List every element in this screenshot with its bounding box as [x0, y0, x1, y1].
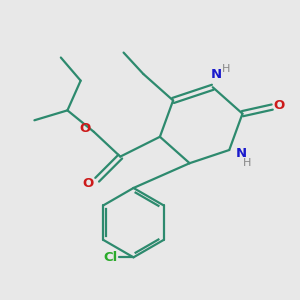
Text: N: N — [211, 68, 222, 81]
Text: H: H — [222, 64, 230, 74]
Text: O: O — [82, 176, 94, 190]
Text: O: O — [274, 99, 285, 112]
Text: N: N — [235, 147, 246, 160]
Text: Cl: Cl — [103, 251, 118, 264]
Text: O: O — [79, 122, 90, 135]
Text: H: H — [243, 158, 252, 167]
